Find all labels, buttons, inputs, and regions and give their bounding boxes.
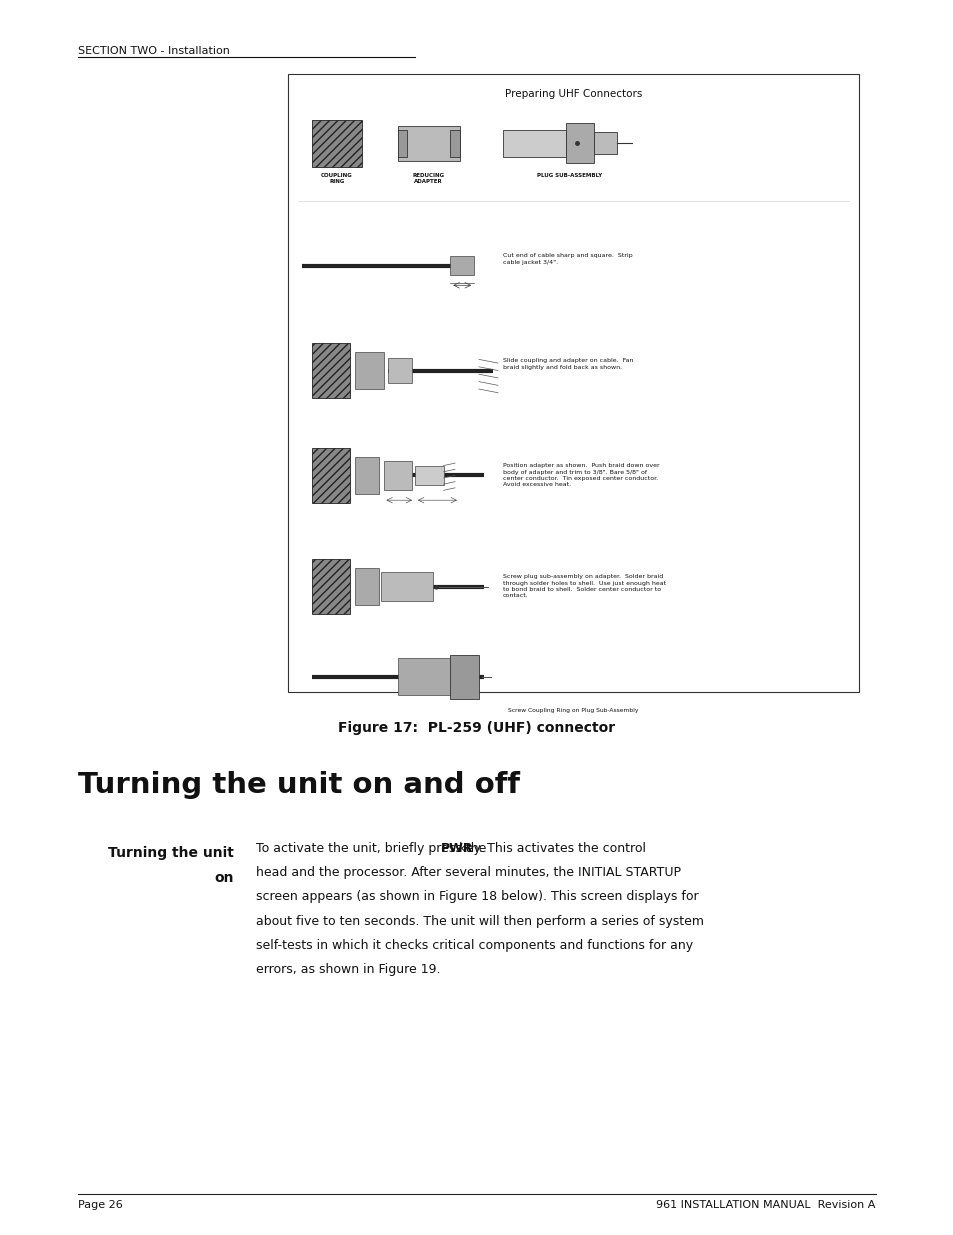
Text: self-tests in which it checks critical components and functions for any: self-tests in which it checks critical c…: [255, 939, 692, 952]
Bar: [450, 655, 478, 699]
Text: Screw Coupling Ring on Plug Sub-Assembly: Screw Coupling Ring on Plug Sub-Assembly: [508, 708, 638, 713]
Bar: [355, 568, 378, 605]
Bar: [450, 256, 474, 275]
Text: errors, as shown in Figure 19.: errors, as shown in Figure 19.: [255, 963, 439, 976]
Text: SECTION TWO - Installation: SECTION TWO - Installation: [78, 46, 230, 56]
Bar: [397, 126, 459, 161]
Bar: [355, 352, 383, 389]
Text: To activate the unit, briefly press the: To activate the unit, briefly press the: [255, 842, 490, 856]
Text: Screw plug sub-assembly on adapter.  Solder braid
through solder holes to shell.: Screw plug sub-assembly on adapter. Sold…: [502, 574, 665, 599]
Text: Turning the unit on and off: Turning the unit on and off: [78, 771, 519, 799]
Text: COUPLING
RING: COUPLING RING: [320, 173, 353, 184]
Text: REDUCING
ADAPTER: REDUCING ADAPTER: [413, 173, 444, 184]
Bar: [594, 132, 617, 154]
Text: Position adapter as shown.  Push braid down over
body of adapter and trim to 3/8: Position adapter as shown. Push braid do…: [502, 463, 659, 488]
Bar: [502, 130, 565, 157]
Text: Figure 17:  PL-259 (UHF) connector: Figure 17: PL-259 (UHF) connector: [338, 721, 615, 735]
Bar: [397, 130, 407, 157]
Bar: [312, 343, 350, 398]
Text: head and the processor. After several minutes, the INITIAL STARTUP: head and the processor. After several mi…: [255, 867, 679, 879]
Text: Cut end of cable sharp and square.  Strip
cable jacket 3/4".: Cut end of cable sharp and square. Strip…: [502, 253, 632, 264]
Bar: [388, 358, 412, 383]
Text: on: on: [214, 871, 233, 884]
Text: key. This activates the control: key. This activates the control: [455, 842, 645, 856]
Bar: [312, 559, 350, 614]
Text: screen appears (as shown in Figure 18 below). This screen displays for: screen appears (as shown in Figure 18 be…: [255, 890, 698, 904]
Bar: [397, 658, 455, 695]
Text: PLUG SUB-ASSEMBLY: PLUG SUB-ASSEMBLY: [537, 173, 601, 178]
Bar: [383, 461, 412, 490]
Bar: [312, 120, 361, 167]
Text: 961 INSTALLATION MANUAL  Revision A: 961 INSTALLATION MANUAL Revision A: [656, 1200, 875, 1210]
Bar: [450, 130, 459, 157]
Bar: [288, 74, 858, 692]
Text: PWR: PWR: [440, 842, 473, 856]
Text: Page 26: Page 26: [78, 1200, 123, 1210]
Bar: [380, 572, 433, 601]
Text: Slide coupling and adapter on cable.  Fan
braid slightly and fold back as shown.: Slide coupling and adapter on cable. Fan…: [502, 358, 633, 369]
Text: Turning the unit: Turning the unit: [108, 846, 233, 860]
Text: Preparing UHF Connectors: Preparing UHF Connectors: [504, 89, 641, 99]
Bar: [565, 124, 594, 163]
Text: about five to ten seconds. The unit will then perform a series of system: about five to ten seconds. The unit will…: [255, 914, 703, 927]
Bar: [312, 448, 350, 503]
Bar: [355, 457, 378, 494]
Bar: [415, 466, 443, 485]
